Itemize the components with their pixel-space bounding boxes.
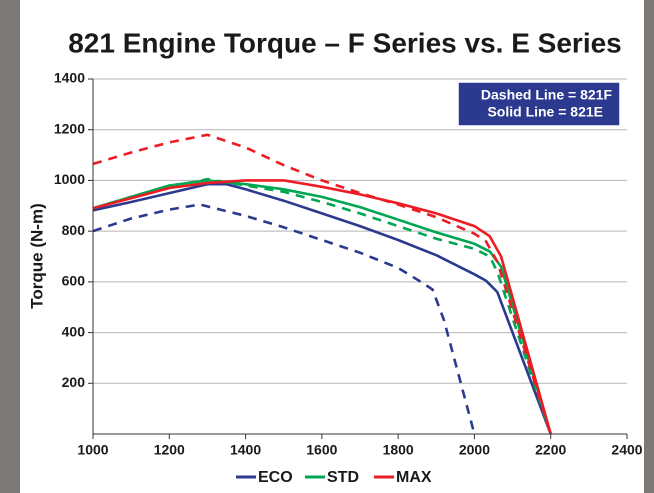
x-tick-label: 1400 — [230, 442, 261, 458]
x-tick-label: 1200 — [154, 442, 185, 458]
x-tick-label: 2000 — [459, 442, 490, 458]
y-tick-label: 600 — [62, 273, 86, 289]
annotation: Dashed Line = 821F — [481, 87, 613, 103]
series-line — [93, 180, 551, 434]
legend-label: ECO — [258, 469, 293, 486]
series-line — [93, 180, 551, 434]
series-line — [93, 135, 551, 434]
x-tick-label: 1800 — [383, 442, 414, 458]
chart: 821 Engine Torque – F Series vs. E Serie… — [0, 0, 654, 493]
y-tick-label: 1200 — [54, 120, 85, 136]
chart-title: 821 Engine Torque – F Series vs. E Serie… — [68, 27, 622, 58]
series-line — [93, 205, 474, 435]
legend-label: MAX — [396, 469, 432, 486]
y-axis-label: Torque (N-m) — [27, 203, 46, 308]
series-line — [93, 179, 551, 434]
annotation: Solid Line = 821E — [487, 104, 603, 120]
x-tick-label: 2200 — [535, 442, 566, 458]
y-tick-label: 800 — [62, 222, 86, 238]
y-tick-label: 200 — [62, 374, 86, 390]
y-tick-label: 1400 — [54, 70, 85, 86]
legend-label: STD — [327, 469, 359, 486]
page: {"chart_data": { "type": "line", "title"… — [0, 0, 654, 493]
x-tick-label: 2400 — [611, 442, 642, 458]
y-tick-label: 1000 — [54, 171, 85, 187]
x-tick-label: 1000 — [77, 442, 108, 458]
y-tick-label: 400 — [62, 323, 86, 339]
series-line — [93, 184, 551, 434]
x-tick-label: 1600 — [306, 442, 337, 458]
